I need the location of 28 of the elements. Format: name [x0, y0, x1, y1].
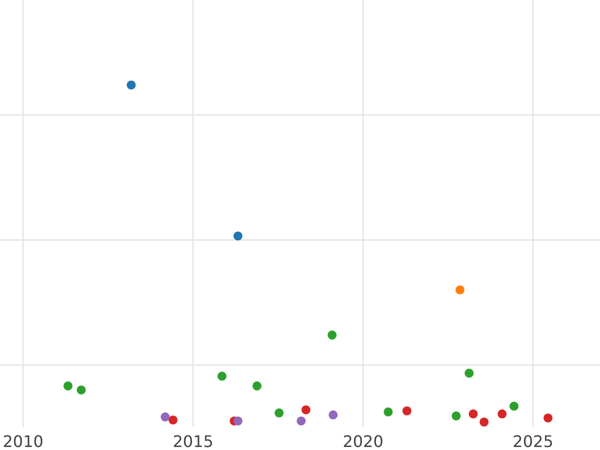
point — [217, 372, 226, 381]
point — [328, 330, 337, 340]
point — [543, 413, 553, 422]
x-tick-label: 2010 — [2, 432, 44, 450]
point — [233, 416, 242, 426]
point — [498, 409, 507, 418]
point — [452, 411, 461, 420]
point — [274, 408, 284, 418]
point — [296, 416, 306, 426]
x-tick-label: 2025 — [512, 432, 554, 450]
point — [233, 231, 242, 240]
point — [168, 415, 178, 424]
point — [480, 417, 489, 427]
x-tick-label: 2020 — [342, 432, 384, 450]
point — [126, 80, 136, 90]
point — [384, 407, 393, 416]
point — [509, 402, 519, 411]
point — [63, 381, 73, 390]
point — [76, 385, 86, 394]
point — [455, 285, 464, 294]
point — [468, 409, 478, 418]
point — [464, 368, 474, 378]
point — [252, 381, 262, 390]
point — [328, 410, 338, 420]
point — [301, 405, 310, 414]
point — [160, 412, 170, 422]
x-tick-label: 2015 — [172, 432, 214, 450]
point — [402, 406, 412, 416]
